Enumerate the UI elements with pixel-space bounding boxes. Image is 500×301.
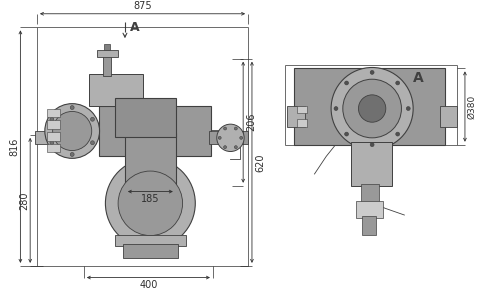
Circle shape: [224, 146, 226, 149]
Circle shape: [344, 132, 348, 136]
Bar: [356, 201, 383, 218]
Text: A: A: [130, 21, 140, 34]
Circle shape: [234, 127, 238, 130]
Bar: [47, 144, 60, 153]
Circle shape: [90, 141, 94, 145]
Bar: [297, 106, 306, 113]
Text: 280: 280: [19, 191, 29, 209]
Bar: [294, 68, 446, 145]
Circle shape: [343, 79, 402, 138]
Bar: [96, 50, 118, 57]
Bar: [209, 131, 248, 144]
Bar: [35, 131, 74, 144]
Text: 206: 206: [246, 113, 256, 132]
Circle shape: [334, 107, 338, 110]
Circle shape: [234, 146, 238, 149]
Bar: [362, 184, 379, 203]
Text: A: A: [412, 71, 424, 85]
Circle shape: [406, 107, 410, 110]
Text: 400: 400: [139, 280, 158, 290]
Bar: [115, 98, 176, 137]
Circle shape: [331, 67, 413, 150]
Bar: [47, 132, 60, 141]
Circle shape: [370, 143, 374, 147]
Bar: [440, 106, 457, 127]
Bar: [287, 106, 304, 127]
Bar: [297, 119, 306, 127]
Bar: [115, 234, 186, 246]
Circle shape: [224, 127, 226, 130]
Bar: [47, 120, 60, 129]
Text: 185: 185: [141, 194, 160, 203]
Circle shape: [70, 153, 74, 157]
Text: 620: 620: [255, 153, 265, 172]
Circle shape: [217, 124, 244, 151]
Bar: [104, 44, 110, 50]
Bar: [123, 244, 178, 258]
Bar: [104, 55, 112, 76]
Text: 816: 816: [10, 138, 20, 156]
Circle shape: [118, 171, 182, 236]
Circle shape: [90, 117, 94, 121]
Circle shape: [370, 70, 374, 74]
Bar: [362, 216, 376, 234]
Circle shape: [396, 81, 400, 85]
Bar: [47, 109, 60, 117]
Circle shape: [50, 141, 54, 145]
Circle shape: [45, 104, 100, 158]
Circle shape: [106, 158, 196, 248]
Circle shape: [218, 136, 221, 139]
Circle shape: [240, 136, 242, 139]
Bar: [89, 74, 142, 106]
Circle shape: [358, 95, 386, 122]
Circle shape: [396, 132, 400, 136]
Circle shape: [50, 117, 54, 121]
Bar: [350, 142, 392, 186]
Text: Ø380: Ø380: [467, 95, 476, 119]
Text: 875: 875: [133, 1, 152, 11]
Bar: [125, 133, 176, 203]
Circle shape: [52, 111, 92, 150]
Bar: [98, 106, 211, 157]
Circle shape: [344, 81, 348, 85]
Circle shape: [70, 106, 74, 110]
